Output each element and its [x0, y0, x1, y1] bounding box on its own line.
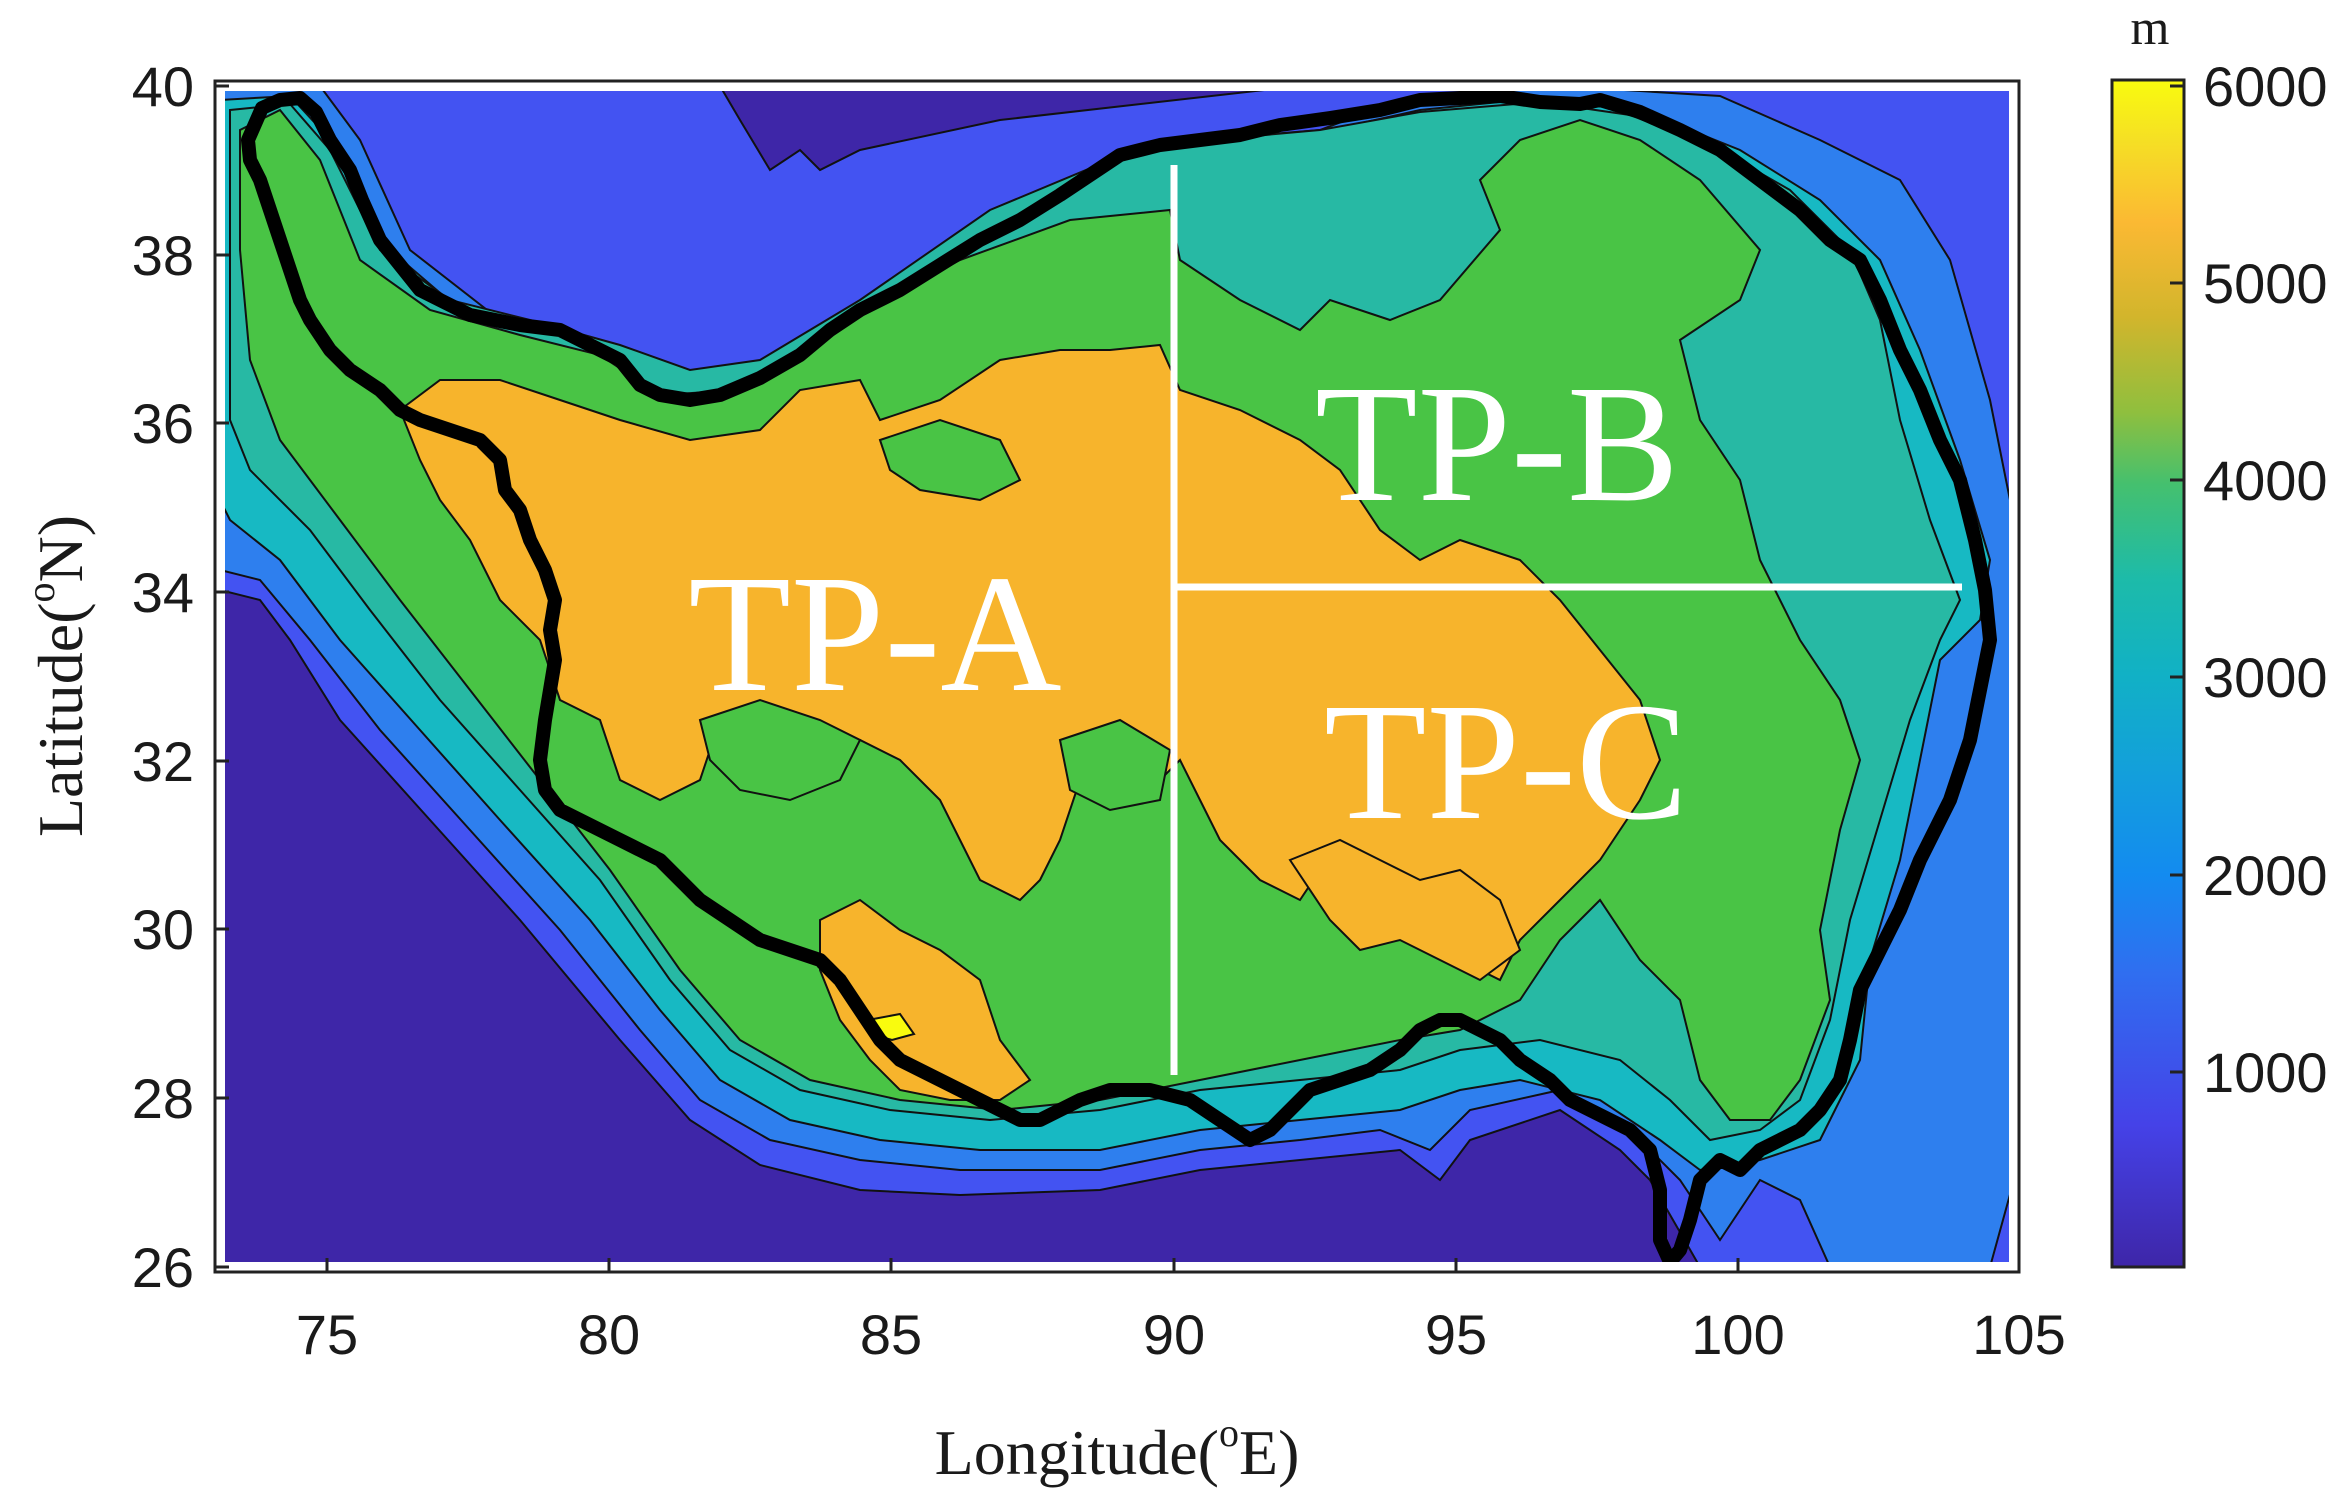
x-axis-title-main: Longitude(	[935, 1417, 1219, 1488]
axes-box	[213, 79, 2021, 1274]
y-tick-label: 30	[132, 898, 194, 961]
x-axis-title-end: E)	[1239, 1417, 1299, 1488]
y-axis-title-end: N)	[25, 515, 96, 583]
colorbar: m 6000 5000 4000 3000 2000 1000	[2110, 0, 2328, 1269]
y-axis-title: Latitude(oN)	[18, 515, 96, 837]
colorbar-tick-label: 1000	[2203, 1041, 2328, 1104]
region-label-tp-a: TP-A	[688, 541, 1061, 727]
y-tick-label: 38	[132, 224, 194, 287]
green-inlier-2	[878, 418, 1022, 502]
y-tick-label: 40	[132, 55, 194, 118]
region-label-tp-c: TP-C	[1324, 669, 1688, 855]
colorbar-gradient	[2110, 78, 2186, 1269]
y-tick-label: 36	[132, 392, 194, 455]
colorbar-unit: m	[2131, 0, 2170, 55]
colorbar-tick-label: 6000	[2203, 55, 2328, 118]
colorbar-tick-label: 3000	[2203, 646, 2328, 709]
x-tick-label: 85	[860, 1303, 922, 1366]
y-tick-label: 26	[132, 1236, 194, 1299]
map-plot	[220, 86, 2014, 1267]
x-axis-title: Longitude(oE)	[935, 1410, 1300, 1488]
y-tick-label: 32	[132, 730, 194, 793]
x-tick-label: 95	[1425, 1303, 1487, 1366]
green-inlier-1	[698, 698, 862, 802]
x-tick-label: 105	[1972, 1303, 2065, 1366]
y-axis-title-degree: o	[18, 582, 63, 602]
y-axis: 40 38 36 34 32 30 28 26	[132, 55, 229, 1299]
y-tick-label: 28	[132, 1067, 194, 1130]
orange-patch-south	[819, 898, 1032, 1101]
colorbar-tick-label: 2000	[2203, 844, 2328, 907]
y-tick-label: 34	[132, 561, 194, 624]
x-tick-label: 90	[1143, 1303, 1205, 1366]
y-axis-title-main: Latitude(	[25, 602, 96, 837]
green-inlier-3	[1058, 718, 1172, 812]
region-label-tp-b: TP-B	[1315, 351, 1679, 537]
colorbar-tick-label: 4000	[2203, 449, 2328, 512]
x-axis: 75 80 85 90 95 100 105	[296, 1258, 2066, 1366]
x-axis-title-degree: o	[1219, 1410, 1239, 1455]
orange-patch-east	[1288, 838, 1522, 982]
x-tick-label: 75	[296, 1303, 358, 1366]
x-tick-label: 80	[578, 1303, 640, 1366]
colorbar-tick-label: 5000	[2203, 252, 2328, 315]
x-tick-label: 100	[1691, 1303, 1784, 1366]
plateau-boundary	[241, 89, 1997, 1267]
